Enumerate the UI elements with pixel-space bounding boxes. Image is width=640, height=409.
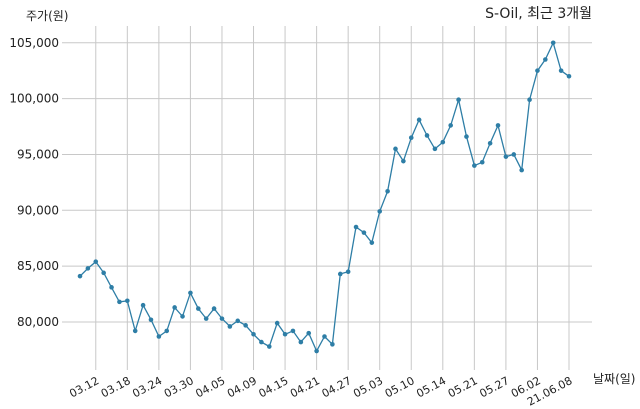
data-point [527, 97, 532, 103]
data-point [164, 328, 170, 334]
data-point [156, 334, 162, 339]
data-point [361, 230, 367, 235]
data-point [408, 135, 414, 140]
data-point [440, 139, 446, 145]
y-axis-title: 주가(원) [26, 9, 68, 23]
data-point [117, 299, 122, 305]
x-tick-label: 05.21 [446, 374, 480, 400]
data-point [101, 270, 106, 276]
data-point [535, 68, 540, 73]
x-tick-label: 05.10 [383, 374, 417, 400]
data-point [148, 317, 154, 323]
y-tick-label: 85,000 [17, 259, 59, 273]
y-tick-label: 100,000 [9, 92, 59, 106]
x-tick-label: 04.15 [257, 374, 291, 400]
data-point [543, 57, 548, 62]
data-point [495, 123, 501, 128]
data-point [558, 68, 564, 73]
data-point [180, 314, 185, 319]
y-tick-label: 95,000 [17, 147, 59, 161]
data-point [132, 328, 138, 334]
x-tick-label: 04.09 [225, 374, 259, 400]
data-point [479, 159, 485, 165]
data-point [140, 302, 146, 308]
data-point [274, 320, 280, 326]
data-point [393, 146, 398, 152]
data-point [196, 306, 201, 311]
x-tick-label: 04.05 [193, 374, 227, 400]
x-tick-label: 05.27 [477, 374, 511, 400]
data-point [211, 306, 217, 311]
data-point [314, 348, 319, 354]
data-point [456, 97, 461, 103]
data-point [243, 323, 248, 328]
series-line [79, 40, 570, 353]
y-tick-labels: 80,000 85,000 90,000 95,000 100,000 105,000 [9, 36, 59, 329]
data-point [125, 298, 130, 304]
x-tick-label: 03.12 [67, 374, 101, 400]
data-point [85, 266, 91, 271]
price-series [77, 40, 572, 354]
data-point [377, 209, 383, 214]
data-point [235, 318, 241, 324]
data-point [330, 342, 335, 347]
chart-title: S-Oil, 최근 3개월 [485, 6, 592, 22]
x-tick-label: 05.03 [351, 374, 385, 400]
y-tick-label: 90,000 [17, 203, 59, 217]
data-point [345, 269, 351, 275]
data-point [172, 305, 177, 310]
y-tick-label: 105,000 [9, 36, 59, 50]
y-tick-label: 80,000 [17, 315, 59, 329]
x-tick-label: 03.30 [162, 374, 196, 400]
data-point [259, 339, 264, 345]
data-point [77, 273, 83, 279]
data-point [306, 330, 312, 336]
x-tick-labels: 03.1203.1803.2403.3004.0504.0904.1504.21… [67, 374, 574, 408]
grid [62, 26, 592, 370]
data-point [109, 285, 114, 290]
data-point [203, 316, 209, 321]
data-point [219, 316, 225, 321]
data-point [566, 73, 572, 79]
x-axis-title: 날짜(일) [593, 372, 635, 386]
data-point [401, 158, 406, 164]
data-point [188, 290, 193, 296]
data-point [472, 163, 477, 168]
data-point [337, 271, 343, 277]
data-point [353, 224, 359, 230]
data-point [282, 331, 288, 337]
data-point [550, 40, 556, 46]
data-point [298, 339, 304, 345]
data-point [487, 140, 493, 146]
data-point [385, 188, 390, 194]
data-point [251, 331, 256, 337]
x-tick-label: 03.24 [130, 374, 164, 400]
data-point [464, 134, 469, 139]
data-point [416, 117, 422, 123]
data-point [93, 259, 99, 264]
x-tick-label: 04.27 [320, 374, 354, 400]
data-point [266, 344, 272, 349]
data-point [511, 152, 517, 157]
data-point [322, 334, 327, 339]
data-point [369, 240, 375, 245]
data-point [503, 154, 509, 159]
data-point [227, 324, 233, 329]
x-tick-label: 03.18 [99, 374, 133, 400]
x-tick-label: 05.14 [414, 374, 448, 400]
data-point [424, 133, 430, 138]
data-point [432, 146, 438, 152]
data-point [290, 328, 296, 334]
x-tick-label: 04.21 [288, 374, 322, 400]
data-point [519, 167, 524, 173]
data-point [448, 123, 453, 128]
